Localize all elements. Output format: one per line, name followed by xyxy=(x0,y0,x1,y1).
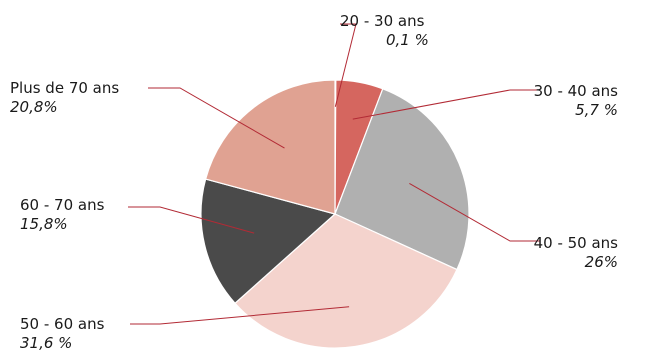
slice-label-5: 60 - 70 ans xyxy=(20,196,105,214)
leader-line-2 xyxy=(352,89,540,120)
slice-value-5: 15,8% xyxy=(20,215,68,233)
pie-slice-3 xyxy=(334,88,470,271)
leader-line-6 xyxy=(148,87,285,149)
pie-slice-5 xyxy=(200,178,337,305)
slice-label-6: Plus de 70 ans xyxy=(10,79,119,97)
leader-line-1 xyxy=(334,23,357,107)
slice-label-3: 40 - 50 ans xyxy=(534,234,619,252)
slice-value-1: 0,1 % xyxy=(386,31,429,49)
slice-label-4: 50 - 60 ans xyxy=(20,315,105,333)
slice-label-2: 30 - 40 ans xyxy=(534,82,619,100)
leader-line-3 xyxy=(409,183,540,242)
slice-value-6: 20,8% xyxy=(10,98,58,116)
slice-value-4: 31,6 % xyxy=(20,334,72,351)
slice-label-1: 20 - 30 ans xyxy=(340,12,425,30)
leader-line-4 xyxy=(130,306,350,325)
slice-value-3: 26% xyxy=(585,253,618,271)
pie-slice-6 xyxy=(204,79,336,215)
pie-slice-4 xyxy=(234,213,458,349)
slice-value-2: 5,7 % xyxy=(575,101,618,119)
leader-lines xyxy=(128,23,540,325)
leader-line-5 xyxy=(128,206,255,234)
pie-slices xyxy=(200,79,470,349)
